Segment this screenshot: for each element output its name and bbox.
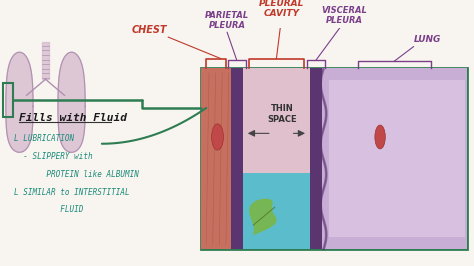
Text: L SIMILAR to INTERSTITIAL: L SIMILAR to INTERSTITIAL: [14, 188, 130, 197]
Text: Fills with Fluid: Fills with Fluid: [19, 113, 127, 123]
Bar: [322, 68, 467, 249]
Text: VISCERAL
PLEURA: VISCERAL PLEURA: [322, 6, 368, 25]
Text: - SLIPPERY with: - SLIPPERY with: [14, 152, 93, 161]
Text: CHEST: CHEST: [132, 25, 167, 35]
Text: PROTEIN like ALBUMIN: PROTEIN like ALBUMIN: [14, 170, 139, 179]
Bar: [201, 68, 467, 249]
Polygon shape: [42, 42, 49, 79]
Bar: [231, 68, 243, 249]
Bar: [201, 68, 231, 249]
Text: THIN
SPACE: THIN SPACE: [267, 105, 297, 124]
Bar: [329, 80, 465, 237]
Polygon shape: [6, 52, 33, 152]
Bar: [3, 83, 13, 117]
Polygon shape: [250, 199, 276, 234]
Text: LUNG: LUNG: [413, 35, 441, 44]
Bar: [243, 173, 310, 249]
Text: PLEURAL
CAVITY: PLEURAL CAVITY: [258, 0, 304, 18]
Text: FLUID: FLUID: [14, 205, 83, 214]
Ellipse shape: [211, 124, 223, 150]
Polygon shape: [58, 52, 85, 152]
Text: PARIETAL
PLEURA: PARIETAL PLEURA: [205, 11, 249, 30]
Ellipse shape: [375, 125, 385, 149]
Bar: [243, 68, 310, 249]
Text: L LUBRICATION: L LUBRICATION: [14, 134, 74, 143]
Bar: [310, 68, 322, 249]
